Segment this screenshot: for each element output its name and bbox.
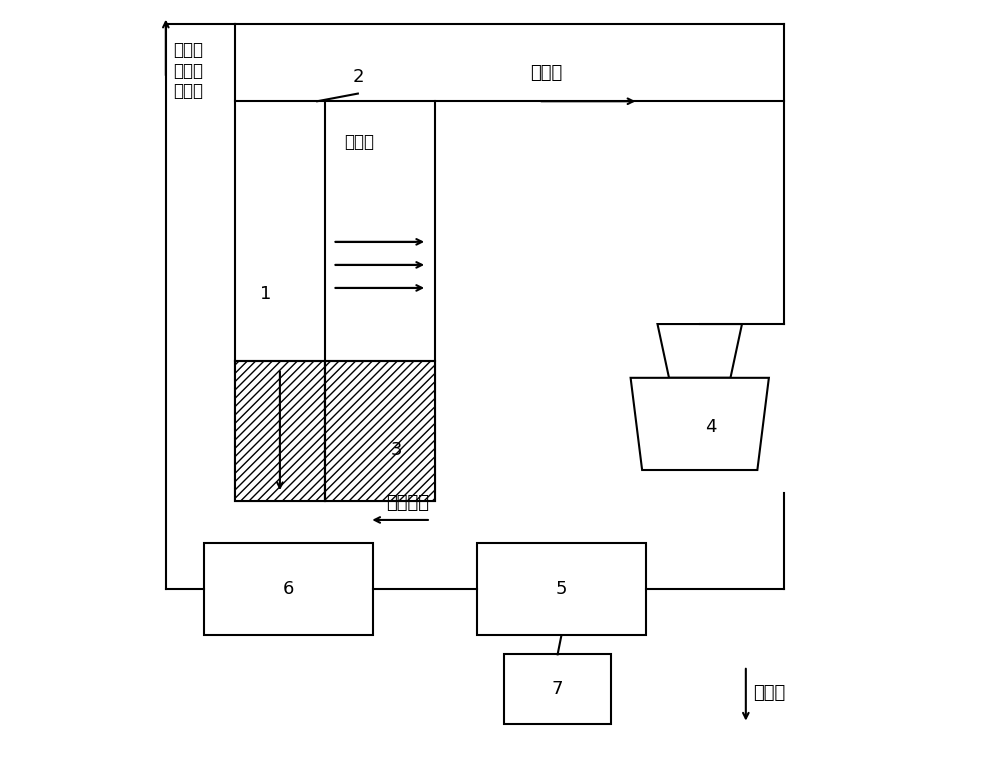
Bar: [477, 543, 646, 635]
Text: 6: 6: [283, 580, 294, 598]
Text: 二次蕎气: 二次蕎气: [386, 494, 429, 513]
Text: 冷凝水: 冷凝水: [753, 684, 785, 702]
Text: 水蕎气: 水蕎气: [530, 64, 562, 82]
Bar: [504, 655, 611, 723]
Text: 5: 5: [556, 580, 567, 598]
Bar: [235, 101, 435, 500]
Bar: [204, 543, 373, 635]
Polygon shape: [631, 378, 769, 470]
Bar: [235, 361, 325, 500]
Text: 3: 3: [391, 441, 402, 459]
Text: 2: 2: [352, 68, 364, 86]
Text: 经过升
温升压
的蕎气: 经过升 温升压 的蕎气: [174, 41, 204, 100]
Text: 4: 4: [706, 418, 717, 436]
Text: 1: 1: [260, 285, 271, 304]
Text: 7: 7: [552, 680, 563, 698]
Text: 水蕎气: 水蕎气: [344, 133, 374, 151]
Bar: [325, 361, 435, 500]
Polygon shape: [657, 324, 742, 378]
